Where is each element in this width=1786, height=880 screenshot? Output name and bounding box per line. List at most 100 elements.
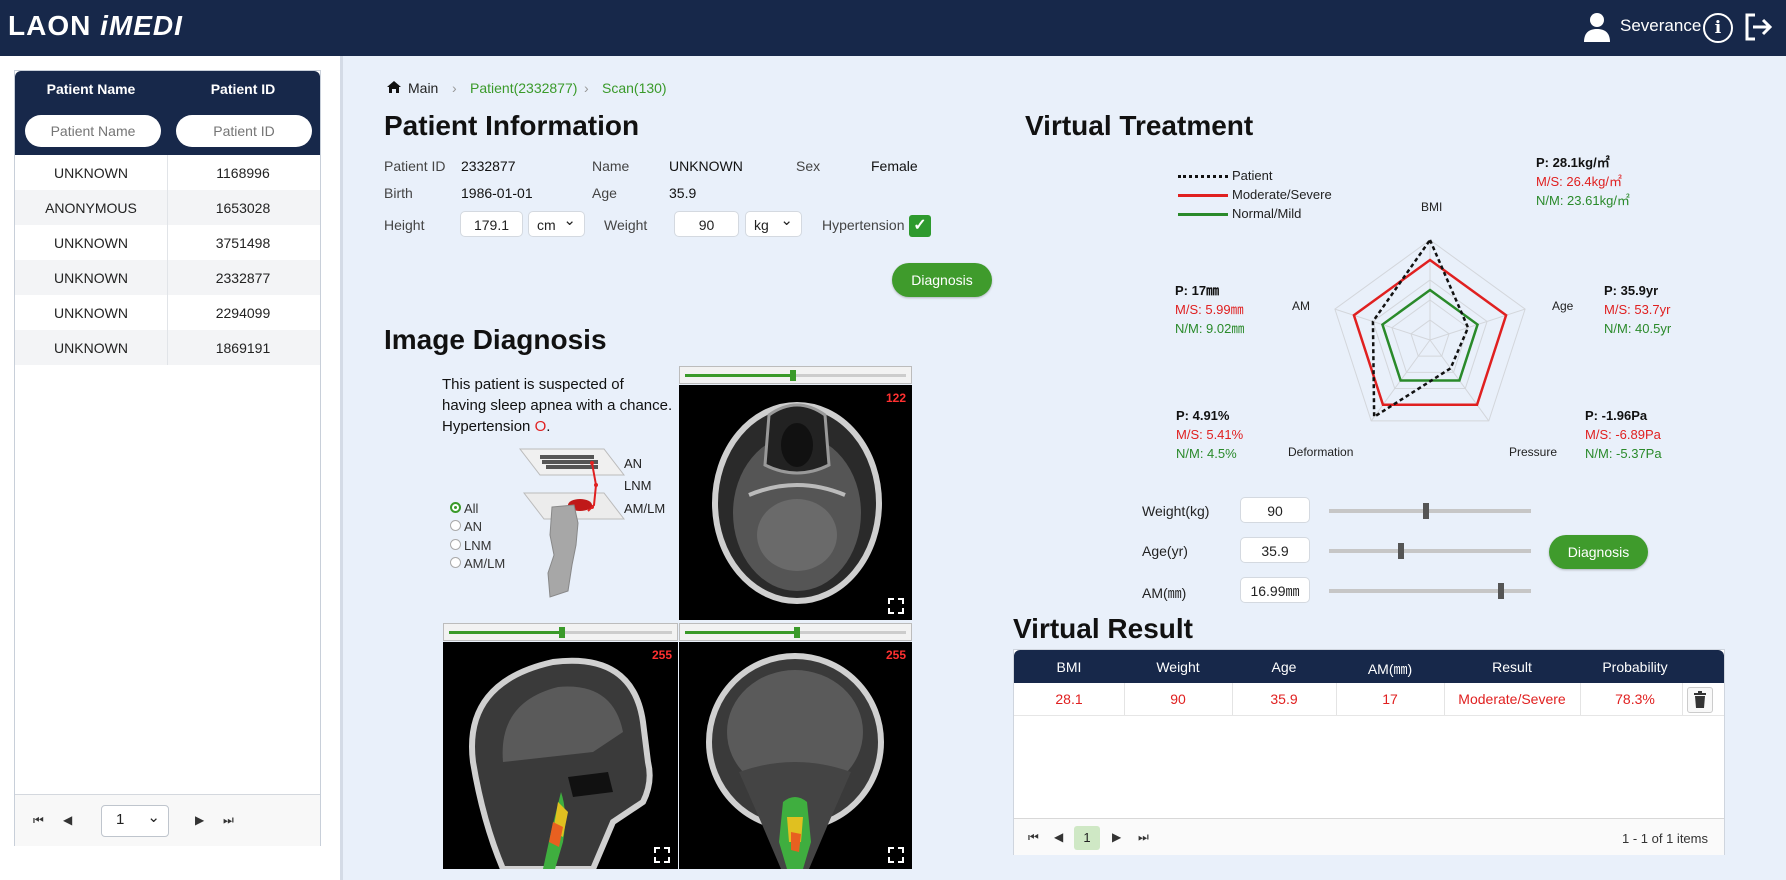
weight-input[interactable]: 90 [674,211,739,237]
height-input[interactable]: 179.1 [460,211,523,237]
first-page-icon[interactable]: ⏮ [1028,830,1039,844]
radar-axis-age: Age [1552,299,1574,313]
vt-weight-input[interactable]: 90 [1240,497,1310,523]
hypertension-checkbox[interactable]: ✓ [909,215,931,237]
virtual-treatment-title: Virtual Treatment [1025,110,1254,141]
vt-am-input[interactable]: 16.99㎜ [1240,577,1310,603]
info-icon[interactable]: i [1703,13,1733,43]
age-label: Age [592,185,617,201]
breadcrumb-separator-icon: › [452,80,457,96]
col-patient-name[interactable]: Patient Name [46,81,136,97]
sagittal-slice-slider[interactable] [443,623,678,641]
result-bmi-cell: 28.1 [1055,691,1083,707]
last-page-icon[interactable]: ⏭ [223,813,234,827]
current-page[interactable]: 1 [1074,826,1100,850]
last-page-icon[interactable]: ⏭ [1138,830,1149,844]
radar-grid-ring [1410,319,1450,357]
patient-id-value: 2332877 [461,158,516,174]
fullscreen-icon[interactable] [888,847,904,863]
coronal-ct-image [706,653,884,869]
col-age: Age [1271,659,1297,675]
app-logo[interactable]: LAON iMEDI [8,10,183,41]
coronal-slice-slider[interactable] [679,623,912,641]
radio-all[interactable]: All [450,501,479,516]
name-value: UNKNOWN [669,158,743,174]
level-label-lnm: LNM [624,478,652,493]
radar-series-moderate-severe [1352,258,1508,406]
result-age-cell: 35.9 [1270,691,1298,707]
age-annotation: P: 35.9yr M/S: 53.7yr N/M: 40.5yr [1604,283,1672,336]
breadcrumb-patient[interactable]: Patient(2332877) [470,80,578,96]
axial-ct-view[interactable]: 122 [679,385,912,620]
patient-id-cell: 1653028 [215,200,271,216]
sex-value: Female [871,158,918,174]
table-row[interactable]: UNKNOWN 2332877 [15,260,320,295]
axial-ct-image [712,402,882,604]
breadcrumb-scan[interactable]: Scan(130) [602,80,667,96]
top-bar: LAON iMEDI Severance i [0,0,1786,56]
radio-label: AM/LM [464,556,506,571]
weight-unit-select[interactable]: kg [745,208,802,237]
radar-series-patient [1371,237,1470,420]
radar-grid-ring [1334,239,1526,422]
vt-am-label: AM(㎜) [1142,585,1187,601]
vt-am-slider[interactable] [1329,583,1531,599]
chevron-down-icon: ⌄ [147,809,160,826]
table-row[interactable]: UNKNOWN 3751498 [15,225,320,260]
next-page-icon[interactable]: ▶ [1112,830,1122,844]
vt-age-slider[interactable] [1329,543,1531,559]
patient-name-cell: UNKNOWN [54,270,128,286]
first-page-icon[interactable]: ⏮ [33,813,44,827]
logout-icon[interactable] [1743,12,1773,42]
breadcrumb-main[interactable]: Main [408,80,439,96]
patient-name-cell: UNKNOWN [54,340,128,356]
col-bmi: BMI [1056,659,1082,675]
next-page-icon[interactable]: ▶ [195,813,205,827]
birth-value: 1986-01-01 [461,185,533,201]
diagnosis-text-line: having sleep apnea with a chance. [442,397,673,414]
col-patient-id[interactable]: Patient ID [210,81,276,97]
patient-name-cell: UNKNOWN [54,305,128,321]
sagittal-ct-view[interactable]: 255 [443,642,678,869]
fullscreen-icon[interactable] [888,598,904,614]
patient-name-cell: UNKNOWN [54,235,128,251]
radar-axis-pressure: Pressure [1509,445,1558,459]
radio-lnm[interactable]: LNM [450,538,491,553]
patient-diagnosis-button[interactable]: Diagnosis [892,263,992,297]
virtual-result-title: Virtual Result [1013,613,1193,644]
radio-am-lm[interactable]: AM/LM [450,556,506,571]
table-row[interactable]: UNKNOWN 2294099 [15,295,320,330]
height-unit-select[interactable]: cm [528,208,585,237]
diagnosis-text-line: This patient is suspected of [442,376,624,393]
bmi-annotation: P: 28.1kg/㎡ M/S: 26.4kg/㎡ N/M: 23.61kg/㎡ [1536,155,1630,208]
image-diagnosis-title: Image Diagnosis [384,324,607,355]
axial-slice-slider[interactable] [679,366,912,384]
page-select[interactable]: 1 ⌄ [101,805,169,837]
patient-list-pagination: ⏮ ◀ 1 ⌄ ▶ ⏭ [15,794,320,846]
vt-age-input[interactable]: 35.9 [1240,537,1310,563]
table-row[interactable]: 28.1 90 35.9 17 Moderate/Severe 78.3% [1014,683,1724,716]
virtual-diagnosis-button[interactable]: Diagnosis [1549,535,1648,569]
fullscreen-icon[interactable] [654,847,670,863]
table-row[interactable]: UNKNOWN 1869191 [15,330,320,365]
radio-an[interactable]: AN [450,519,482,534]
prev-page-icon[interactable]: ◀ [1054,830,1064,844]
name-label: Name [592,158,630,174]
patient-name-search-input[interactable] [25,115,161,147]
patient-id-search-input[interactable] [176,115,312,147]
patient-info-title: Patient Information [384,110,640,141]
patient-id-cell: 2294099 [215,305,271,321]
table-row[interactable]: ANONYMOUS 1653028 [15,190,320,225]
radio-label: All [464,501,479,516]
airway-3d-model[interactable] [518,445,630,601]
trash-icon[interactable] [1687,687,1713,713]
sex-label: Sex [796,158,821,174]
vt-age-label: Age(yr) [1142,543,1188,559]
home-icon[interactable] [386,80,402,97]
coronal-ct-view[interactable]: 255 [679,642,912,869]
user-name: Severance [1620,16,1702,35]
patient-name-cell: ANONYMOUS [45,200,137,216]
prev-page-icon[interactable]: ◀ [63,813,73,827]
vt-weight-slider[interactable] [1329,503,1531,519]
table-row[interactable]: UNKNOWN 1168996 [15,155,320,190]
